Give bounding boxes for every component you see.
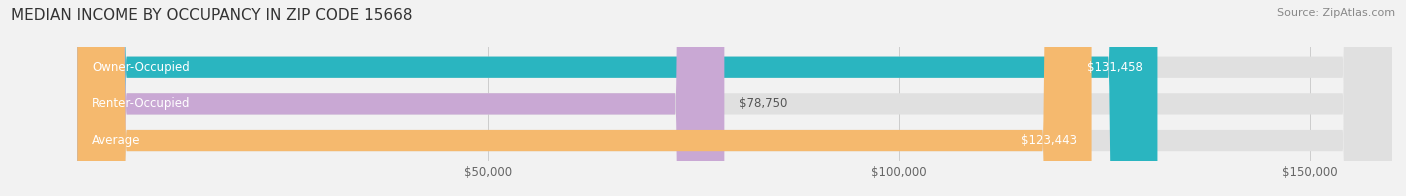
FancyBboxPatch shape xyxy=(77,0,1157,196)
Text: $131,458: $131,458 xyxy=(1087,61,1143,74)
Text: Source: ZipAtlas.com: Source: ZipAtlas.com xyxy=(1277,8,1395,18)
Text: Owner-Occupied: Owner-Occupied xyxy=(93,61,190,74)
FancyBboxPatch shape xyxy=(77,0,724,196)
FancyBboxPatch shape xyxy=(77,0,1392,196)
FancyBboxPatch shape xyxy=(77,0,1091,196)
Text: MEDIAN INCOME BY OCCUPANCY IN ZIP CODE 15668: MEDIAN INCOME BY OCCUPANCY IN ZIP CODE 1… xyxy=(11,8,413,23)
Text: $123,443: $123,443 xyxy=(1021,134,1077,147)
Text: Renter-Occupied: Renter-Occupied xyxy=(93,97,191,110)
Text: $78,750: $78,750 xyxy=(740,97,787,110)
FancyBboxPatch shape xyxy=(77,0,1392,196)
Text: Average: Average xyxy=(93,134,141,147)
FancyBboxPatch shape xyxy=(77,0,1392,196)
